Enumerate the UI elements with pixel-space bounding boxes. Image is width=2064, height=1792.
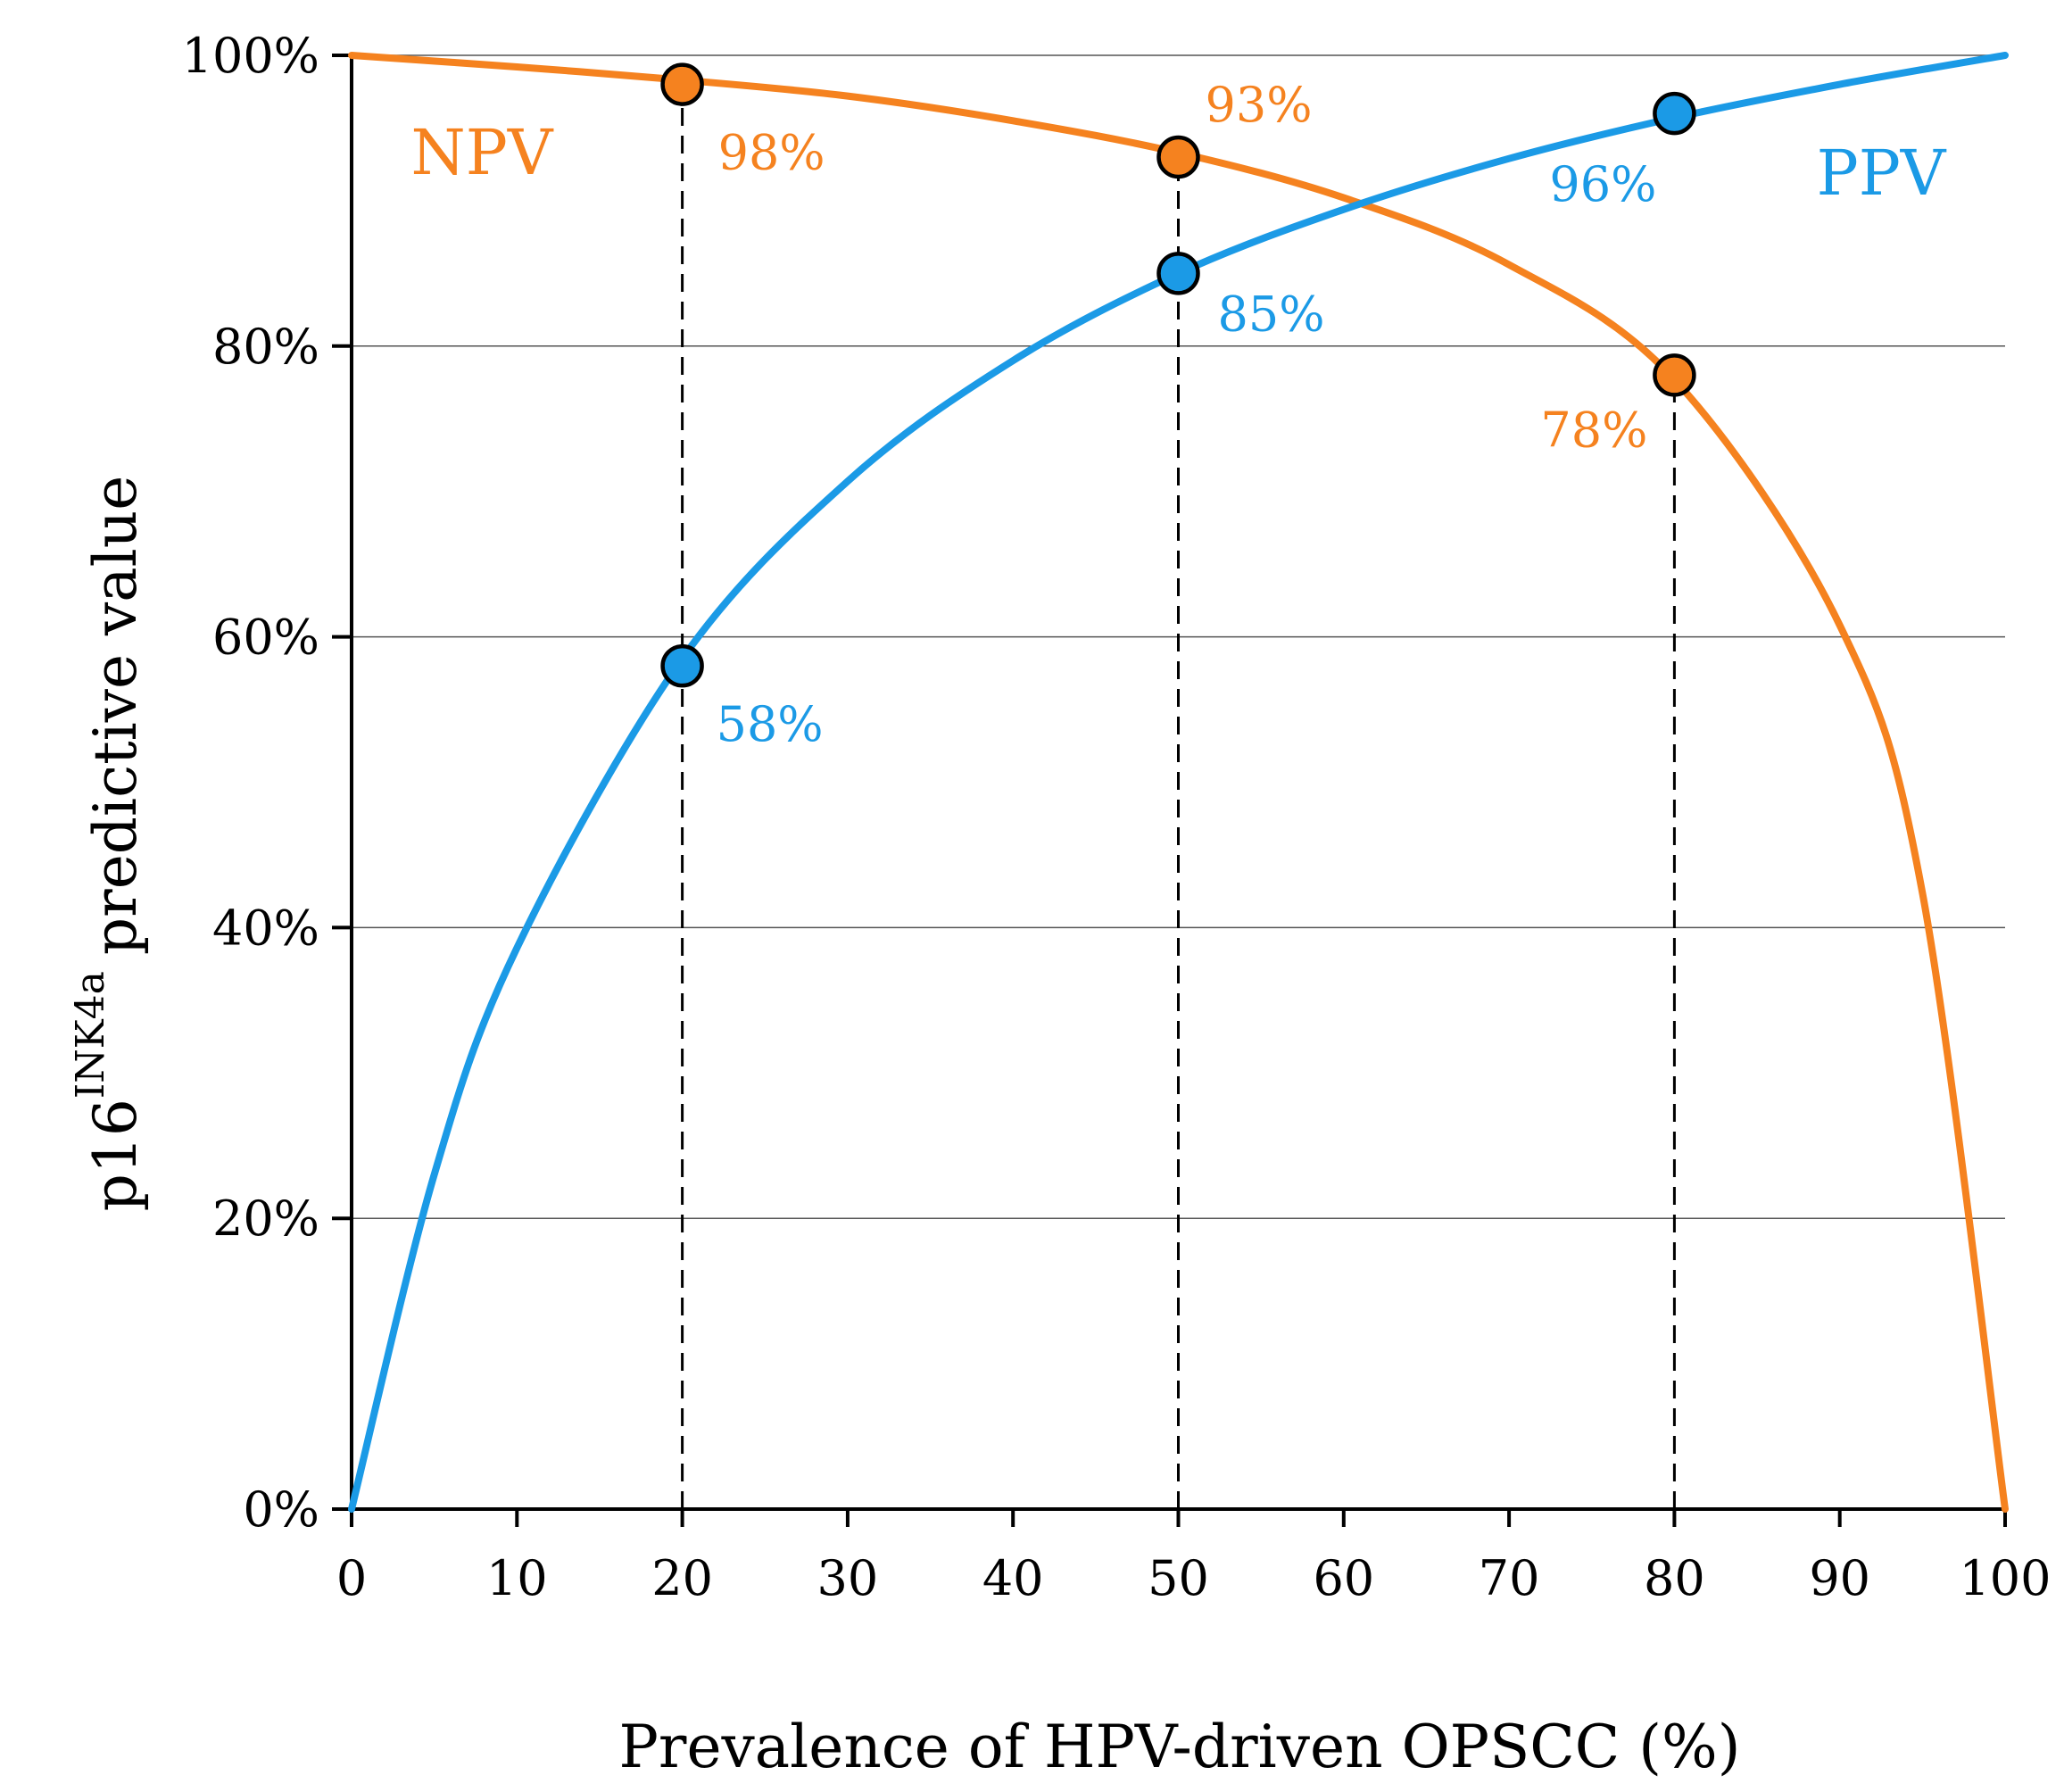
x-tick-label-100: 100 bbox=[1959, 1550, 2051, 1606]
npv-value-label-20: 98% bbox=[718, 125, 825, 181]
x-tick-label-10: 10 bbox=[486, 1550, 548, 1606]
ppv-marker-50 bbox=[1156, 252, 1200, 295]
x-tick-label-40: 40 bbox=[982, 1550, 1044, 1606]
data-markers bbox=[660, 62, 1696, 688]
x-tick-label-70: 70 bbox=[1479, 1550, 1540, 1606]
npv-value-label-80: 78% bbox=[1540, 402, 1647, 458]
x-tick-label-30: 30 bbox=[817, 1550, 879, 1606]
y-tick-label-100: 100% bbox=[182, 28, 319, 84]
x-tick-label-80: 80 bbox=[1644, 1550, 1705, 1606]
ppv-series-label: PPV bbox=[1817, 137, 1947, 210]
ppv-value-label-50: 85% bbox=[1218, 286, 1325, 342]
ppv-marker-80 bbox=[1653, 91, 1696, 136]
axes: 0% 20% 40% 60% 80% 100% 0 10 20 30 40 50 60 70 80 90 100 bbox=[182, 28, 2052, 1606]
y-tick-label-0: 0% bbox=[243, 1481, 319, 1538]
npv-series-label: NPV bbox=[411, 116, 554, 189]
npv-marker-50 bbox=[1156, 135, 1200, 179]
x-tick-label-90: 90 bbox=[1809, 1550, 1870, 1606]
y-axis-title-suffix: predictive value bbox=[81, 476, 150, 955]
x-tick-label-20: 20 bbox=[651, 1550, 713, 1606]
ppv-value-label-80: 96% bbox=[1549, 156, 1656, 212]
y-axis-title: p16INK4a predictive value bbox=[68, 476, 150, 1212]
x-tick-label-50: 50 bbox=[1148, 1550, 1209, 1606]
y-tick-label-20: 20% bbox=[212, 1191, 319, 1247]
ppv-marker-20 bbox=[660, 643, 704, 688]
npv-value-label-50: 93% bbox=[1206, 77, 1313, 133]
x-tick-label-60: 60 bbox=[1313, 1550, 1374, 1606]
x-tick-label-0: 0 bbox=[336, 1550, 367, 1606]
npv-marker-80 bbox=[1653, 353, 1696, 397]
y-axis-title-prefix: p16 bbox=[81, 1099, 150, 1211]
ppv-value-label-20: 58% bbox=[717, 696, 824, 752]
y-tick-label-40: 40% bbox=[212, 900, 319, 956]
reference-lines bbox=[681, 84, 1676, 1509]
data-labels: 98% 93% 78% NPV 58% 85% 96% PPV bbox=[411, 77, 1947, 752]
y-axis-title-superscript: INK4a bbox=[68, 971, 113, 1099]
x-axis-title: Prevalence of HPV-driven OPSCC (%) bbox=[619, 1713, 1741, 1781]
npv-marker-20 bbox=[660, 62, 704, 106]
y-tick-label-60: 60% bbox=[212, 610, 319, 666]
y-tick-label-80: 80% bbox=[212, 319, 319, 375]
